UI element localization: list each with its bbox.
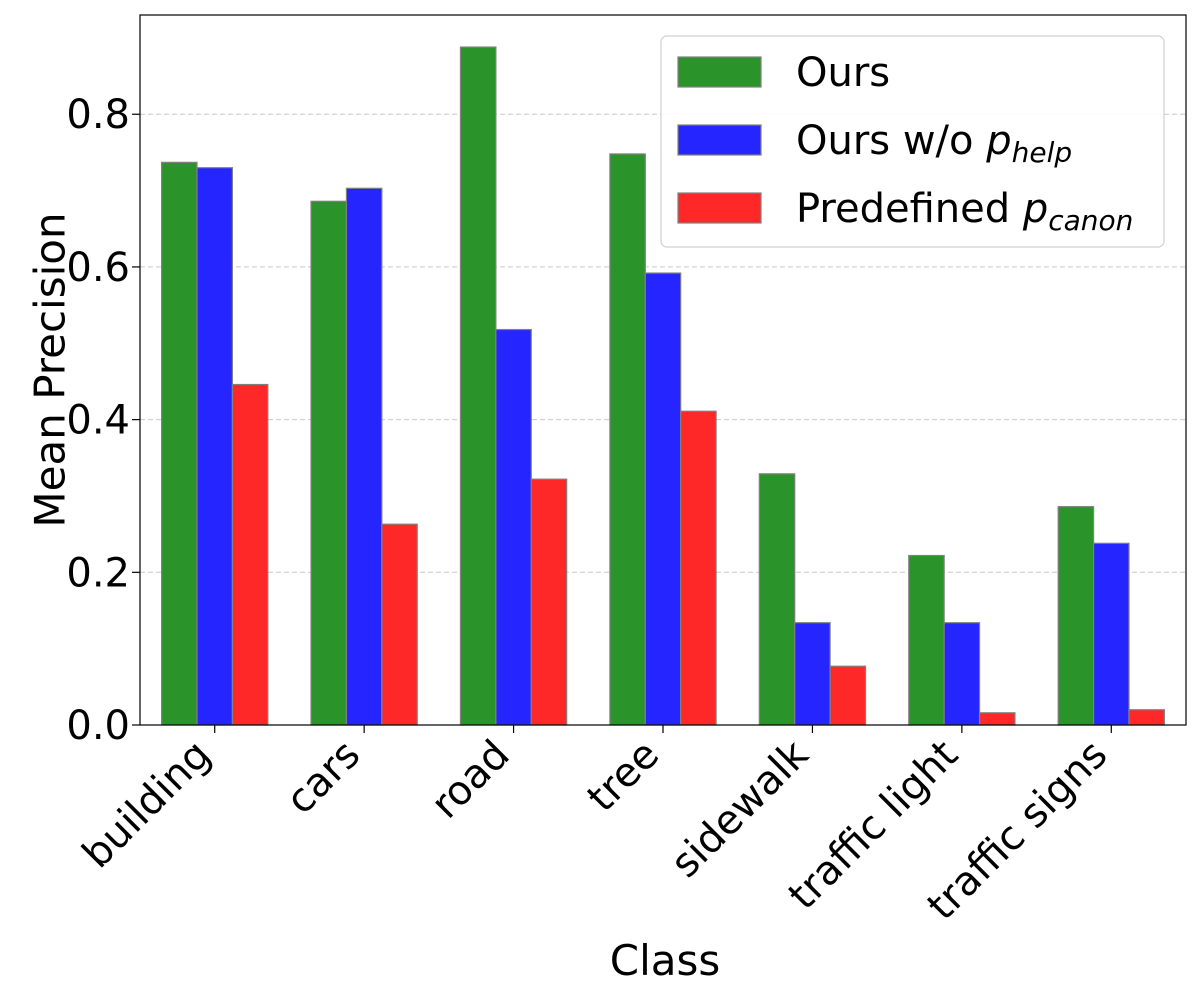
y-tick-label: 0.0 bbox=[66, 703, 130, 749]
x-tick-label: sidewalk bbox=[662, 731, 818, 887]
bar-ours-w-o-p-help-building bbox=[196, 167, 234, 726]
bar-ours-building bbox=[161, 161, 198, 726]
legend-swatch bbox=[677, 192, 762, 224]
y-tick-label: 0.2 bbox=[66, 550, 130, 596]
bar-ours-w-o-p-help-road bbox=[495, 328, 532, 726]
bar-predefined-p-canon-traffic-signs bbox=[1128, 709, 1165, 726]
y-tick-label: 0.4 bbox=[66, 398, 130, 444]
bar-predefined-p-canon-cars bbox=[381, 523, 418, 726]
bar-ours-road bbox=[459, 46, 497, 726]
bar-ours-cars bbox=[310, 200, 348, 726]
legend-box bbox=[660, 35, 1165, 248]
bar-predefined-p-canon-sidewalk bbox=[829, 665, 867, 726]
bar-predefined-p-canon-building bbox=[231, 383, 269, 726]
bar-ours-traffic-light bbox=[908, 554, 945, 726]
bar-ours-traffic-signs bbox=[1057, 506, 1095, 726]
y-axis-title: Mean Precision bbox=[26, 212, 75, 527]
bar-ours-w-o-p-help-tree bbox=[644, 272, 682, 726]
bar-ours-tree bbox=[609, 153, 646, 726]
y-axis-ticks: 0.0 0.2 0.4 0.6 0.8 bbox=[66, 92, 140, 749]
x-tick-label: cars bbox=[277, 732, 369, 824]
bar-predefined-p-canon-road bbox=[530, 478, 568, 726]
x-tick-label: road bbox=[423, 732, 519, 828]
legend-swatch bbox=[677, 56, 762, 88]
x-tick-label: building bbox=[74, 732, 220, 878]
legend-label: Ours w/o phelp bbox=[796, 118, 1072, 169]
bar-ours-sidewalk bbox=[758, 473, 796, 726]
y-tick-label: 0.8 bbox=[66, 92, 130, 138]
legend-label: Predefined pcanon bbox=[796, 186, 1133, 237]
y-tick-label: 0.6 bbox=[66, 245, 130, 291]
bar-ours-w-o-p-help-traffic-signs bbox=[1092, 542, 1130, 726]
x-axis-title: Class bbox=[610, 936, 721, 985]
bar-ours-w-o-p-help-cars bbox=[345, 187, 383, 726]
x-tick-label: tree bbox=[579, 732, 668, 821]
legend-label: Ours bbox=[796, 50, 890, 96]
legend-swatch bbox=[677, 124, 762, 156]
bar-predefined-p-canon-traffic-light bbox=[978, 712, 1016, 726]
bar-predefined-p-canon-tree bbox=[680, 410, 717, 726]
bar-ours-w-o-p-help-sidewalk bbox=[794, 622, 831, 726]
bar-ours-w-o-p-help-traffic-light bbox=[943, 622, 981, 726]
legend: Ours Ours w/o phelp Predefined pcanon bbox=[660, 35, 1165, 248]
